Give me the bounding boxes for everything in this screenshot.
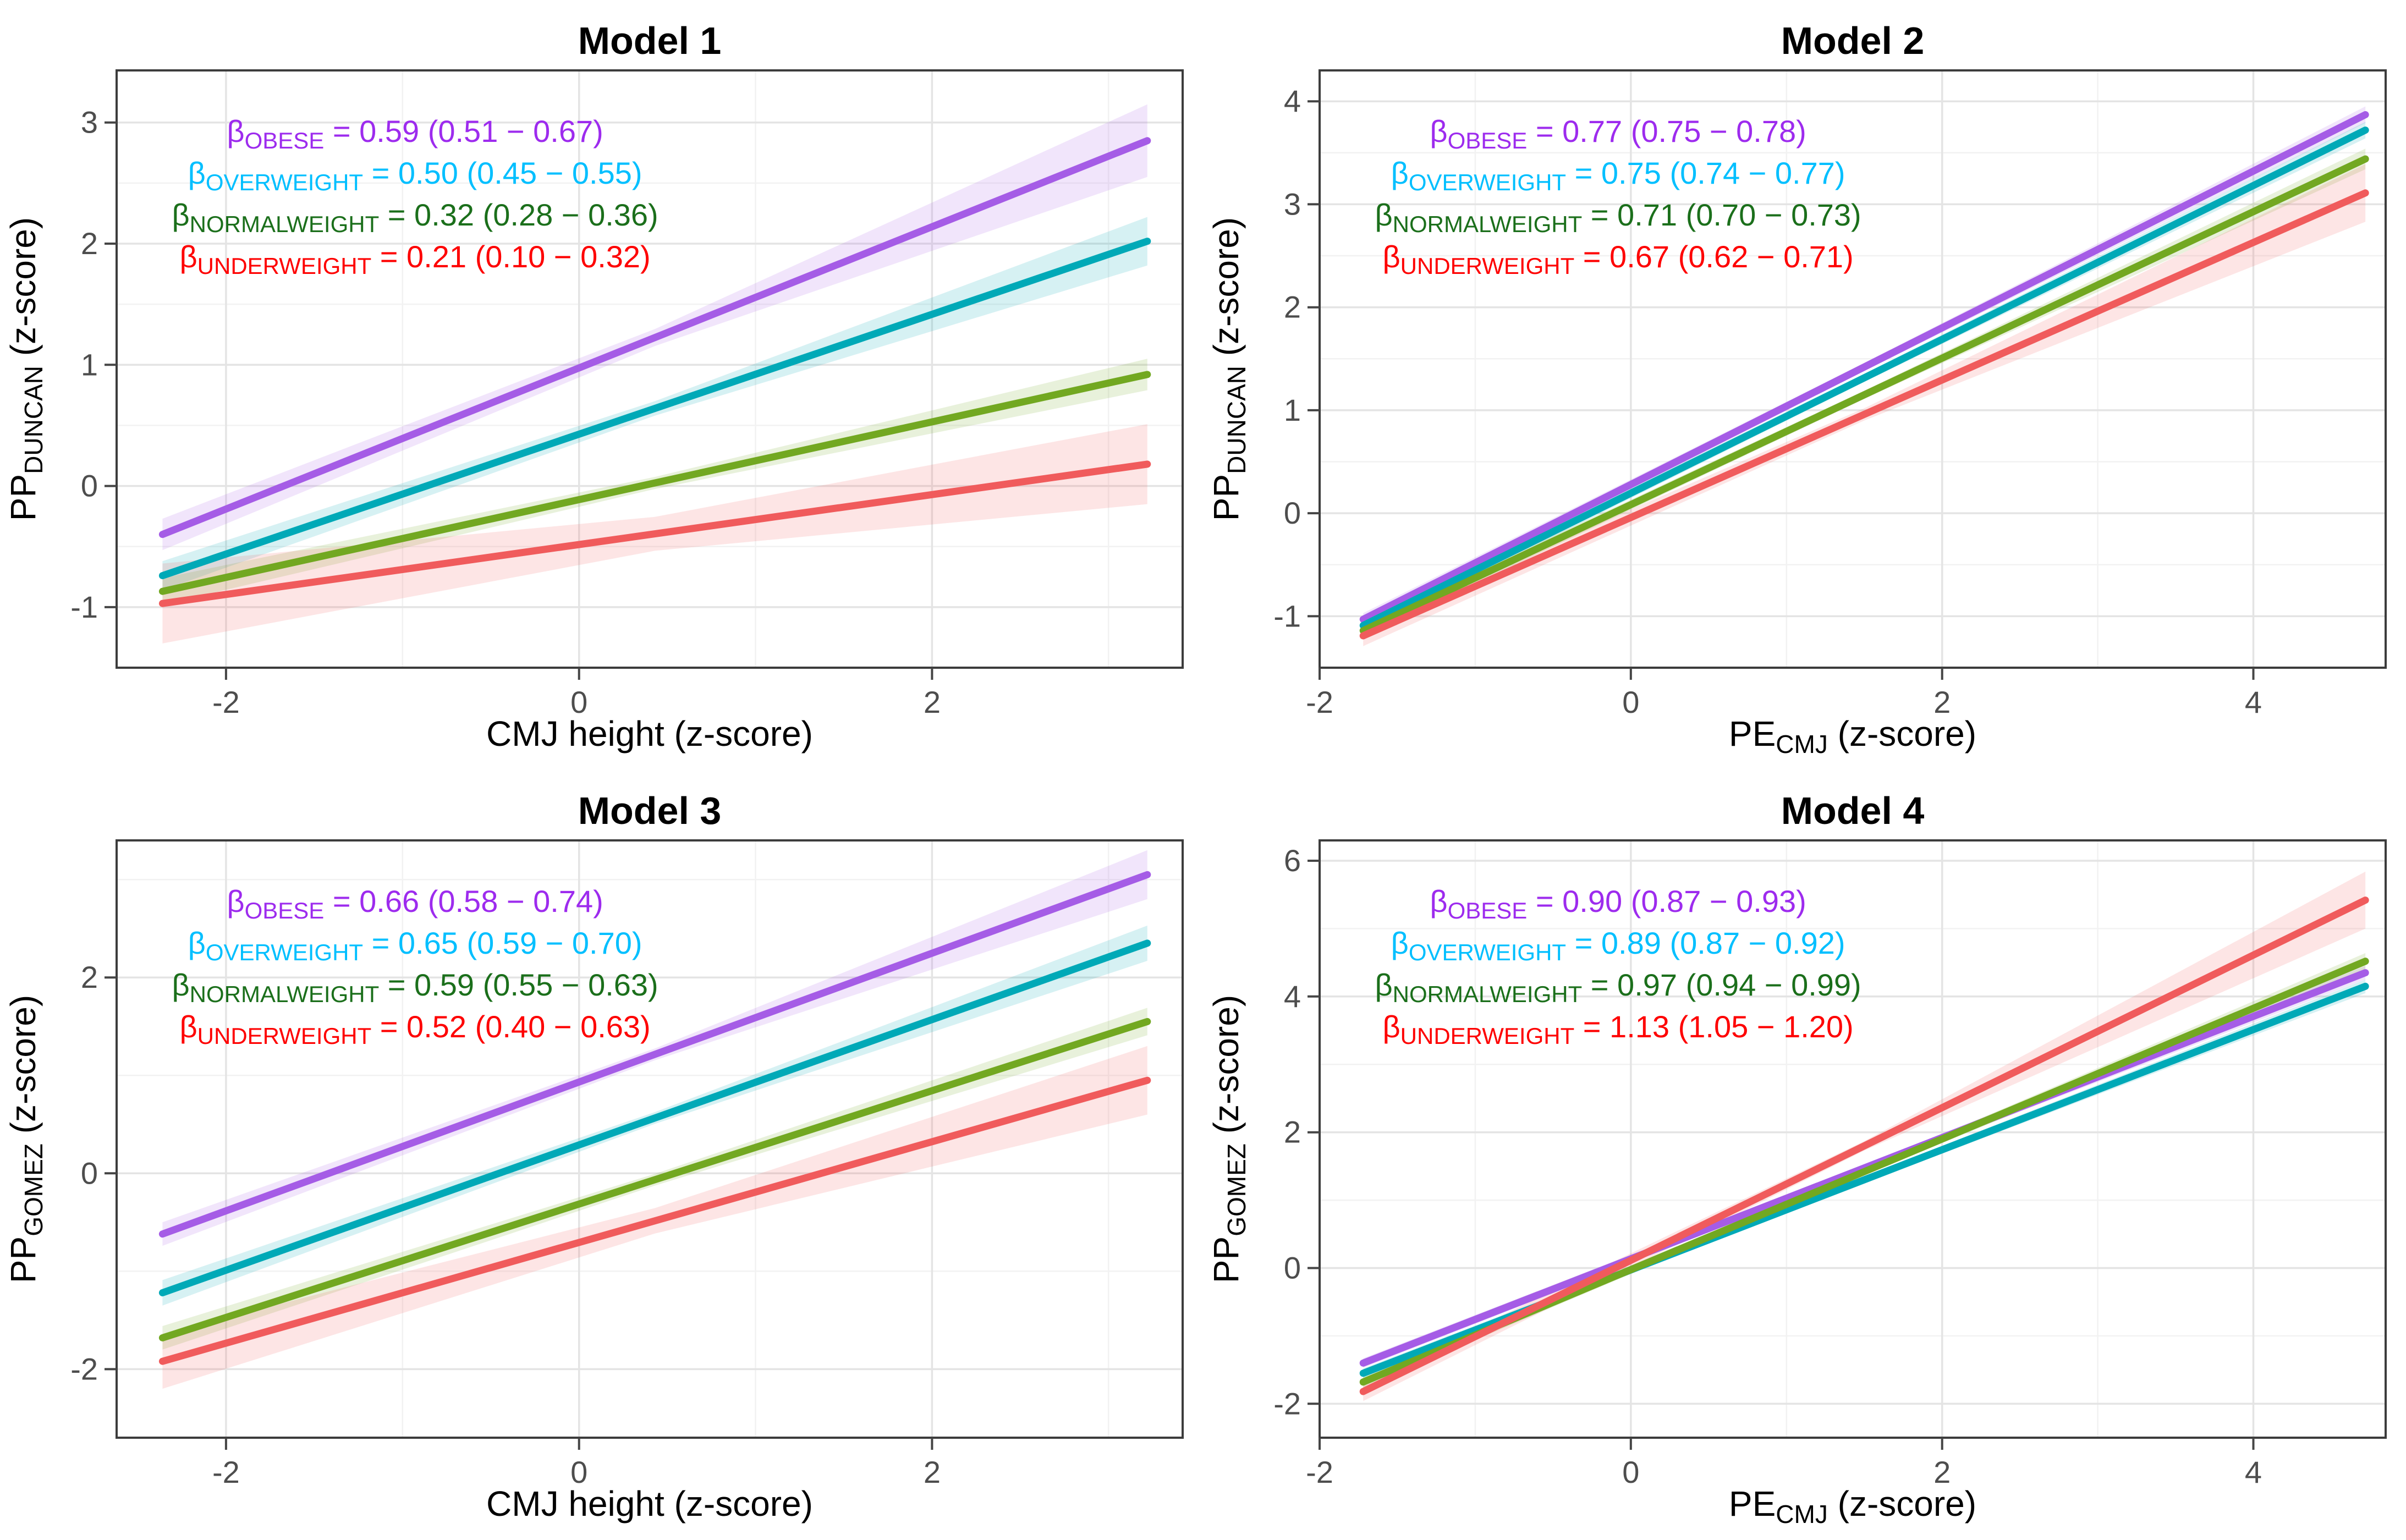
model-1-panel: -2 0 2 -1 0 1 2 3 CMJ height (z-score) PPDUNCAN (…: [0, 0, 1203, 770]
svg-text:βUNDERWEIGHT = 1.13 (1.05 − 1.: βUNDERWEIGHT = 1.13 (1.05 − 1.20): [1382, 1009, 1853, 1049]
svg-text:βUNDERWEIGHT = 0.67 (0.62 − 0.: βUNDERWEIGHT = 0.67 (0.62 − 0.71): [1382, 239, 1853, 279]
model-4-title: Model 4: [1781, 789, 1925, 832]
svg-text:2: 2: [1933, 685, 1951, 719]
svg-text:2: 2: [924, 685, 941, 719]
svg-text:-2: -2: [212, 685, 240, 719]
svg-text:CMJ height (z-score): CMJ height (z-score): [486, 714, 813, 754]
model-3-panel: -2 0 2 -2 0 2 CMJ height (z-score) PPGOMEZ (z-s…: [0, 770, 1203, 1540]
svg-text:2: 2: [81, 960, 98, 994]
svg-text:2: 2: [924, 1455, 941, 1489]
svg-text:0: 0: [570, 685, 587, 719]
svg-text:4: 4: [2245, 1455, 2262, 1489]
model-1-title: Model 1: [578, 19, 722, 62]
model-1-chart: -2 0 2 -1 0 1 2 3 CMJ height (z-score) PPDUNCAN (…: [3, 69, 1184, 754]
svg-text:3: 3: [81, 105, 98, 140]
model-2-chart: -2 0 2 4 -1 0 1 2 3 4 PECMJ (z-score) PPDUNCAN (z-s…: [1206, 69, 2387, 758]
svg-text:PPDUNCAN (z-score): PPDUNCAN (z-score): [3, 217, 48, 521]
svg-text:βOBESE = 0.59 (0.51 − 0.67): βOBESE = 0.59 (0.51 − 0.67): [227, 114, 603, 153]
svg-text:βOVERWEIGHT = 0.65 (0.59 − 0.7: βOVERWEIGHT = 0.65 (0.59 − 0.70): [188, 926, 642, 965]
svg-text:0: 0: [570, 1455, 587, 1489]
svg-text:-1: -1: [1273, 598, 1301, 633]
svg-text:βUNDERWEIGHT = 0.52 (0.40 − 0.: βUNDERWEIGHT = 0.52 (0.40 − 0.63): [179, 1009, 650, 1049]
svg-text:6: 6: [1284, 843, 1301, 878]
svg-text:-2: -2: [70, 1351, 98, 1386]
svg-text:0: 0: [1284, 1251, 1301, 1285]
svg-text:0: 0: [81, 469, 98, 503]
svg-text:βNORMALWEIGHT = 0.32 (0.28 − 0: βNORMALWEIGHT = 0.32 (0.28 − 0.36): [172, 197, 658, 237]
model-4-panel: -2 0 2 4 -2 0 2 4 6 PECMJ (z-score) PPGOMEZ (z-sco…: [1203, 770, 2406, 1540]
svg-text:-2: -2: [1306, 685, 1333, 719]
svg-text:4: 4: [1284, 979, 1301, 1014]
svg-text:-2: -2: [1306, 1455, 1333, 1489]
svg-text:2: 2: [81, 226, 98, 261]
svg-text:-2: -2: [1273, 1386, 1301, 1421]
svg-text:1: 1: [1284, 393, 1301, 427]
model-2-panel: -2 0 2 4 -1 0 1 2 3 4 PECMJ (z-score) PPDUNCAN (z-s…: [1203, 0, 2406, 770]
svg-text:PPGOMEZ (z-score): PPGOMEZ (z-score): [3, 995, 48, 1283]
svg-text:PPDUNCAN (z-score): PPDUNCAN (z-score): [1206, 217, 1251, 521]
svg-text:βNORMALWEIGHT = 0.97 (0.94 − 0: βNORMALWEIGHT = 0.97 (0.94 − 0.99): [1375, 967, 1861, 1007]
svg-text:4: 4: [2245, 685, 2262, 719]
svg-text:2: 2: [1933, 1455, 1951, 1489]
svg-text:0: 0: [1622, 1455, 1639, 1489]
svg-text:CMJ height (z-score): CMJ height (z-score): [486, 1484, 813, 1524]
svg-text:PPGOMEZ (z-score): PPGOMEZ (z-score): [1206, 995, 1251, 1283]
svg-text:PECMJ (z-score): PECMJ (z-score): [1729, 1484, 1976, 1528]
svg-text:0: 0: [1622, 685, 1639, 719]
svg-text:0: 0: [1284, 496, 1301, 530]
svg-text:βUNDERWEIGHT = 0.21 (0.10 − 0.: βUNDERWEIGHT = 0.21 (0.10 − 0.32): [179, 239, 650, 279]
model-4-chart: -2 0 2 4 -2 0 2 4 6 PECMJ (z-score) PPGOMEZ (z-sco…: [1206, 839, 2387, 1528]
svg-text:2: 2: [1284, 1115, 1301, 1150]
svg-text:βOVERWEIGHT = 0.89 (0.87 − 0.9: βOVERWEIGHT = 0.89 (0.87 − 0.92): [1391, 926, 1845, 965]
model-3-chart: -2 0 2 -2 0 2 CMJ height (z-score) PPGOMEZ (z-s…: [3, 839, 1184, 1524]
svg-text:3: 3: [1284, 186, 1301, 221]
svg-text:2: 2: [1284, 290, 1301, 324]
svg-text:βOVERWEIGHT = 0.50 (0.45 − 0.5: βOVERWEIGHT = 0.50 (0.45 − 0.55): [188, 156, 642, 195]
svg-text:βNORMALWEIGHT = 0.59 (0.55 − 0: βNORMALWEIGHT = 0.59 (0.55 − 0.63): [172, 967, 658, 1007]
svg-text:βNORMALWEIGHT = 0.71 (0.70 − 0: βNORMALWEIGHT = 0.71 (0.70 − 0.73): [1375, 197, 1861, 237]
svg-text:PECMJ (z-score): PECMJ (z-score): [1729, 714, 1976, 758]
model-3-title: Model 3: [578, 789, 722, 832]
svg-text:βOVERWEIGHT = 0.75 (0.74 − 0.7: βOVERWEIGHT = 0.75 (0.74 − 0.77): [1391, 156, 1845, 195]
svg-text:1: 1: [81, 347, 98, 382]
svg-text:0: 0: [81, 1156, 98, 1190]
svg-text:-2: -2: [212, 1455, 240, 1489]
model-2-title: Model 2: [1781, 19, 1925, 62]
svg-text:βOBESE = 0.77 (0.75 − 0.78): βOBESE = 0.77 (0.75 − 0.78): [1430, 114, 1806, 153]
svg-text:4: 4: [1284, 84, 1301, 118]
svg-text:-1: -1: [70, 590, 98, 624]
svg-text:βOBESE = 0.66 (0.58 − 0.74): βOBESE = 0.66 (0.58 − 0.74): [227, 884, 603, 923]
svg-text:βOBESE = 0.90 (0.87 − 0.93): βOBESE = 0.90 (0.87 − 0.93): [1430, 884, 1806, 923]
